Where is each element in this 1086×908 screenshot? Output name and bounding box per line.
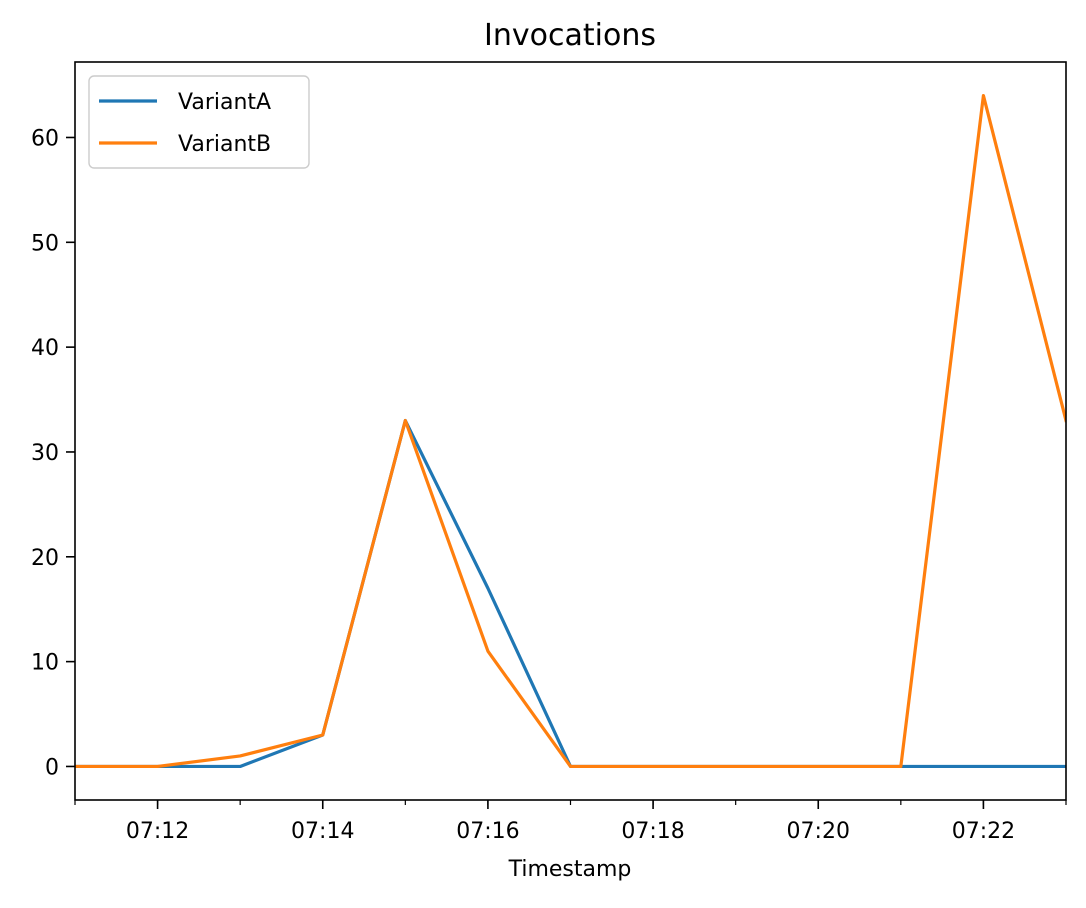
x-axis-label: Timestamp — [508, 857, 632, 882]
y-tick-label: 10 — [31, 651, 59, 676]
y-tick-label: 50 — [31, 231, 59, 256]
y-tick-label: 20 — [31, 546, 59, 571]
x-tick-label: 07:20 — [787, 819, 850, 844]
series-line-variantb — [75, 93, 1066, 769]
plot-frame — [74, 61, 1067, 801]
y-tick-label: 30 — [31, 441, 59, 466]
x-tick-label: 07:16 — [456, 819, 519, 844]
plot-area — [74, 61, 1067, 801]
y-tick-label: 0 — [45, 755, 59, 780]
x-tick-label: 07:12 — [126, 819, 189, 844]
legend: VariantA VariantB — [88, 75, 310, 169]
y-tick-label: 40 — [31, 336, 59, 361]
series-line-varianta — [75, 418, 1066, 769]
legend-label-varianta: VariantA — [178, 90, 271, 115]
chart-title: Invocations — [484, 18, 656, 53]
x-tick-label: 07:18 — [621, 819, 684, 844]
legend-box — [88, 75, 310, 169]
x-tick-label: 07:22 — [952, 819, 1015, 844]
y-tick-label: 60 — [31, 126, 59, 151]
x-tick-label: 07:14 — [291, 819, 354, 844]
series-group — [75, 93, 1066, 769]
y-axis: 0 10 20 30 40 50 60 — [31, 126, 75, 780]
legend-label-variantb: VariantB — [178, 132, 271, 157]
x-axis: 07:12 07:14 07:16 07:18 07:20 07:22 — [74, 800, 1067, 844]
